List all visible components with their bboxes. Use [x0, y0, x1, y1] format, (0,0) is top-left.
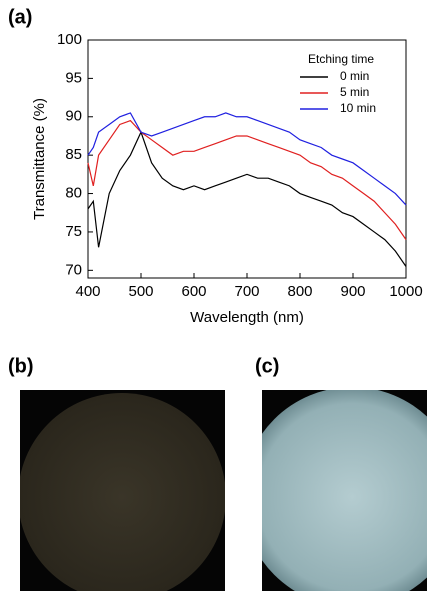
legend-label: 10 min: [340, 101, 376, 115]
y-tick-label: 75: [65, 223, 82, 240]
x-axis-title: Wavelength (nm): [190, 309, 304, 326]
x-tick-label: 800: [287, 283, 312, 300]
x-tick-label: 400: [75, 283, 100, 300]
line: [87, 112, 407, 206]
x-tick-label: 700: [234, 283, 259, 300]
legend-label: 0 min: [340, 69, 369, 83]
panel-label: (c): [255, 355, 279, 377]
y-tick-label: 90: [65, 108, 82, 125]
legend-title: Etching time: [308, 52, 374, 66]
panel-label: (b): [8, 355, 34, 377]
y-tick-label: 85: [65, 146, 82, 163]
x-tick-label: 900: [340, 283, 365, 300]
x-tick-label: 500: [128, 283, 153, 300]
line: [87, 119, 407, 240]
image-c: [262, 390, 427, 591]
y-tick-label: 95: [65, 69, 82, 86]
image-b: [20, 390, 225, 591]
y-tick-label: 100: [57, 31, 82, 48]
y-tick-label: 80: [65, 185, 82, 202]
legend-label: 5 min: [340, 85, 369, 99]
y-tick-label: 70: [65, 261, 82, 278]
panel-label: (a): [8, 6, 32, 28]
x-tick-label: 1000: [389, 283, 422, 300]
line: [87, 130, 407, 267]
x-tick-label: 600: [181, 283, 206, 300]
y-axis-title: Transmittance (%): [31, 98, 48, 220]
